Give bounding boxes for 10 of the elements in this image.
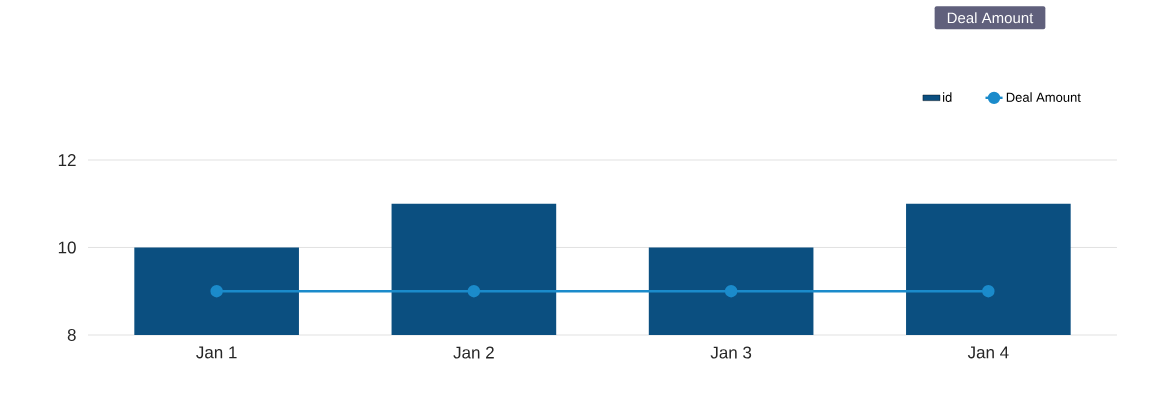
legend-label: id [943,92,952,102]
x-tick-label: Jan 4 [967,346,1009,359]
y-tick-label: 12 [58,154,76,166]
x-tick-label: Jan 2 [453,346,494,359]
x-tick-label: Jan 1 [196,346,237,359]
y-tick-label: 10 [58,241,76,254]
text: Deal Amount [947,12,1034,24]
y-tick-label: 8 [67,328,76,342]
legend-label: Deal Amount [1006,92,1081,102]
x-tick-label: Jan 3 [710,346,752,359]
